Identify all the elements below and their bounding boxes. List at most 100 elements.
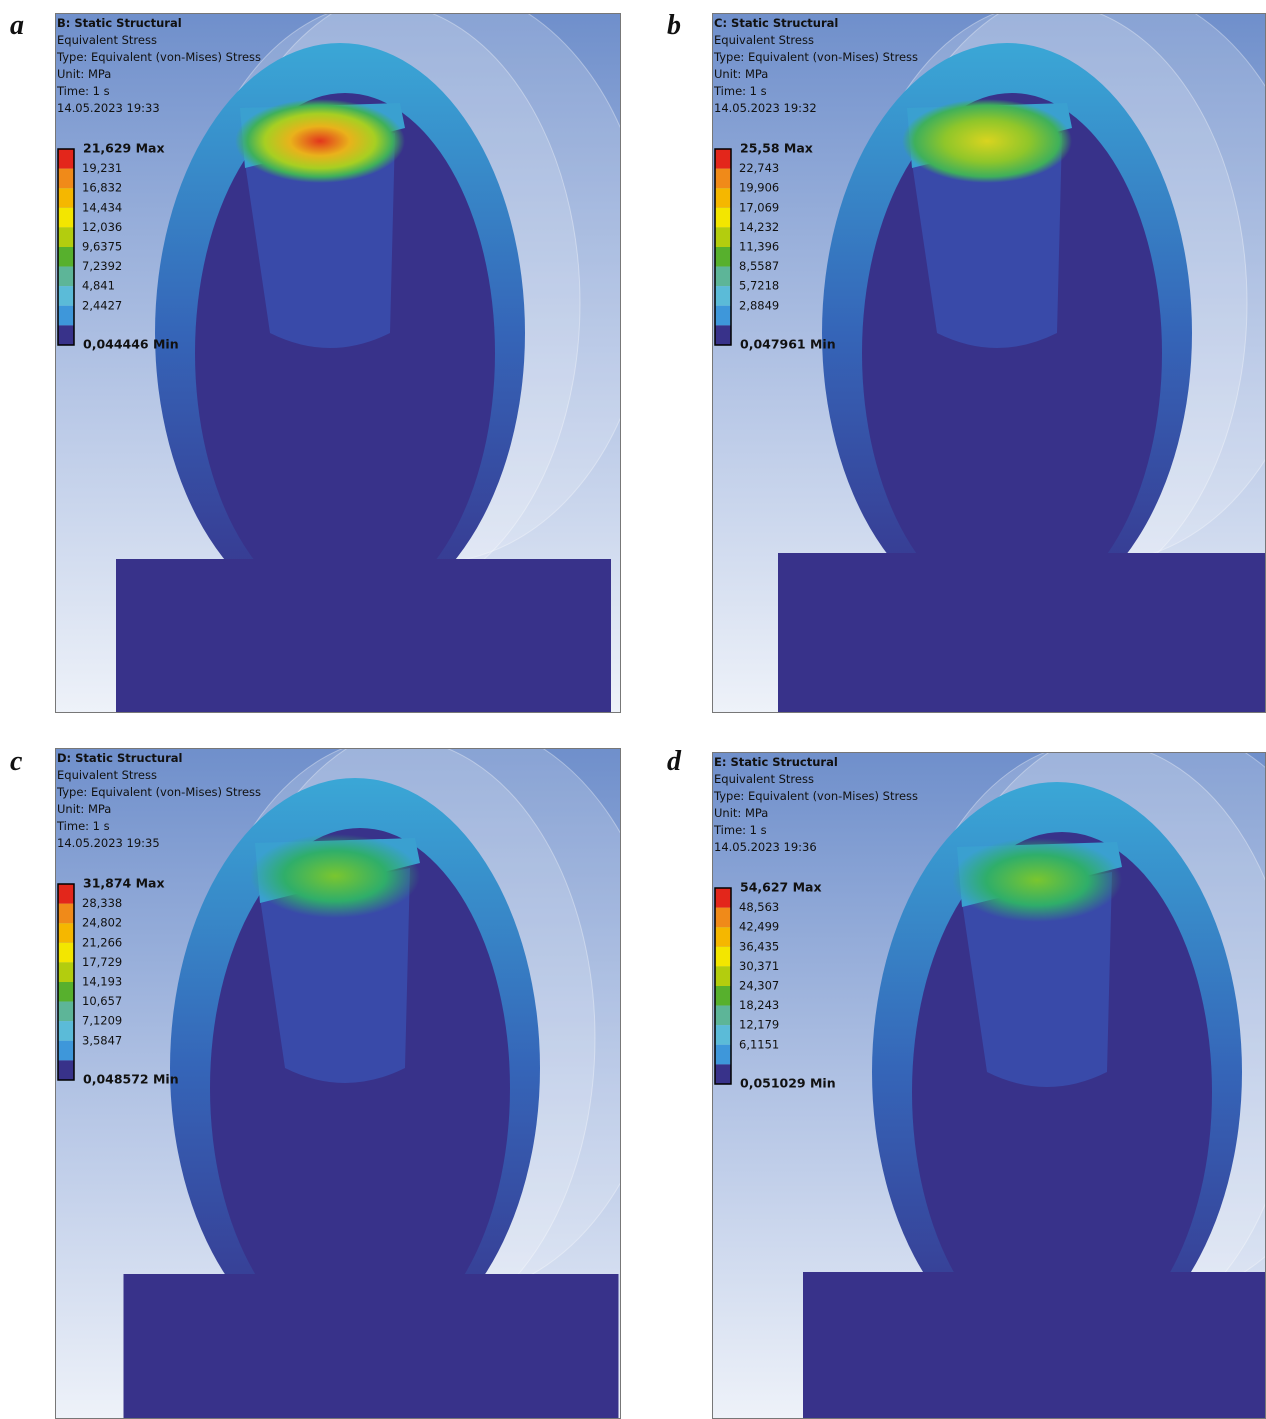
panel-letter: d	[667, 746, 682, 777]
legend-band	[58, 169, 74, 189]
legend-band	[715, 286, 731, 306]
stress-spot	[952, 838, 1122, 922]
legend-label: 22,743	[739, 161, 779, 175]
legend-band	[715, 169, 731, 189]
header-line: Equivalent Stress	[714, 772, 814, 786]
legend-band	[715, 149, 731, 169]
legend-band	[58, 267, 74, 287]
legend-band	[715, 966, 731, 986]
base	[124, 1274, 619, 1419]
legend-band	[58, 306, 74, 326]
legend-label: 21,266	[82, 935, 122, 949]
legend-label: 3,5847	[82, 1033, 122, 1047]
legend-label: 6,1151	[739, 1037, 779, 1051]
scene	[712, 722, 1266, 1419]
panel-letter: a	[10, 10, 24, 41]
legend-label: 0,048572 Min	[83, 1072, 179, 1087]
legend-band	[58, 1041, 74, 1061]
header-line: Equivalent Stress	[714, 33, 814, 47]
legend-label: 12,036	[82, 220, 122, 234]
legend-label: 16,832	[82, 181, 122, 195]
header-line: Unit: MPa	[714, 67, 768, 81]
legend-label: 9,6375	[82, 240, 122, 254]
legend-label: 0,047961 Min	[740, 337, 836, 352]
legend-band	[58, 286, 74, 306]
legend-band	[58, 982, 74, 1002]
legend-label: 4,841	[82, 279, 115, 293]
legend-label: 19,906	[739, 181, 779, 195]
header-line: Time: 1 s	[56, 84, 110, 98]
legend-label: 17,729	[82, 955, 122, 969]
legend-label: 17,069	[739, 200, 779, 214]
legend-band	[58, 1060, 74, 1080]
legend-label: 54,627 Max	[740, 880, 822, 895]
legend-band	[58, 962, 74, 982]
legend-label: 14,193	[82, 975, 122, 989]
header-line: Equivalent Stress	[57, 33, 157, 47]
legend-label: 14,434	[82, 200, 122, 214]
scene	[55, 718, 665, 1419]
legend-band	[715, 1006, 731, 1026]
legend-label: 8,5587	[739, 259, 779, 273]
header-line: C: Static Structural	[714, 16, 838, 30]
header-line: 14.05.2023 19:36	[714, 840, 817, 854]
header-line: 14.05.2023 19:32	[714, 101, 817, 115]
legend-band	[715, 888, 731, 908]
header-line: Type: Equivalent (von-Mises) Stress	[56, 785, 261, 799]
legend-band	[715, 947, 731, 967]
legend-label: 2,8849	[739, 298, 779, 312]
legend-label: 12,179	[739, 1018, 779, 1032]
panel-letter: b	[667, 10, 681, 41]
header-line: E: Static Structural	[714, 755, 838, 769]
legend-label: 5,7218	[739, 279, 779, 293]
header-line: Time: 1 s	[56, 819, 110, 833]
header-line: Type: Equivalent (von-Mises) Stress	[56, 50, 261, 64]
header-line: B: Static Structural	[57, 16, 182, 30]
legend-label: 30,371	[739, 959, 779, 973]
header-line: Unit: MPa	[714, 806, 768, 820]
legend-band	[715, 325, 731, 345]
legend-label: 28,338	[82, 896, 122, 910]
legend-band	[715, 1064, 731, 1084]
legend-band	[58, 227, 74, 247]
legend-band	[58, 208, 74, 228]
legend-label: 18,243	[739, 998, 779, 1012]
header-line: Unit: MPa	[57, 802, 111, 816]
legend-label: 36,435	[739, 939, 779, 953]
legend-band	[58, 325, 74, 345]
header-line: D: Static Structural	[57, 751, 182, 765]
legend-label: 24,307	[739, 979, 779, 993]
legend-band	[715, 1025, 731, 1045]
legend-label: 0,051029 Min	[740, 1076, 836, 1091]
legend-label: 14,232	[739, 220, 779, 234]
legend-band	[58, 1021, 74, 1041]
legend-label: 24,802	[82, 916, 122, 930]
legend-band	[715, 227, 731, 247]
legend-label: 31,874 Max	[83, 876, 165, 891]
legend-band	[715, 927, 731, 947]
header-line: Time: 1 s	[713, 823, 767, 837]
legend-label: 11,396	[739, 240, 779, 254]
figure: a B: Static Structural Equivalent Stress Ty…	[0, 0, 1266, 1419]
header-line: Equivalent Stress	[57, 768, 157, 782]
legend-label: 7,2392	[82, 259, 122, 273]
legend-band	[715, 908, 731, 928]
legend-band	[715, 986, 731, 1006]
legend-band	[58, 904, 74, 924]
legend-label: 25,58 Max	[740, 141, 813, 156]
legend-band	[58, 884, 74, 904]
legend-band	[58, 247, 74, 267]
legend-label: 19,231	[82, 161, 122, 175]
header-line: Time: 1 s	[713, 84, 767, 98]
legend-label: 7,1209	[82, 1014, 122, 1028]
legend-band	[715, 247, 731, 267]
panel-letter: c	[10, 746, 23, 777]
header-line: Unit: MPa	[57, 67, 111, 81]
legend-label: 2,4427	[82, 298, 122, 312]
legend-label: 21,629 Max	[83, 141, 165, 156]
legend-band	[715, 188, 731, 208]
panel: D: Static Structural Equivalent Stress Typ…	[55, 718, 665, 1419]
stress-spot	[902, 99, 1072, 183]
legend-label: 42,499	[739, 920, 779, 934]
